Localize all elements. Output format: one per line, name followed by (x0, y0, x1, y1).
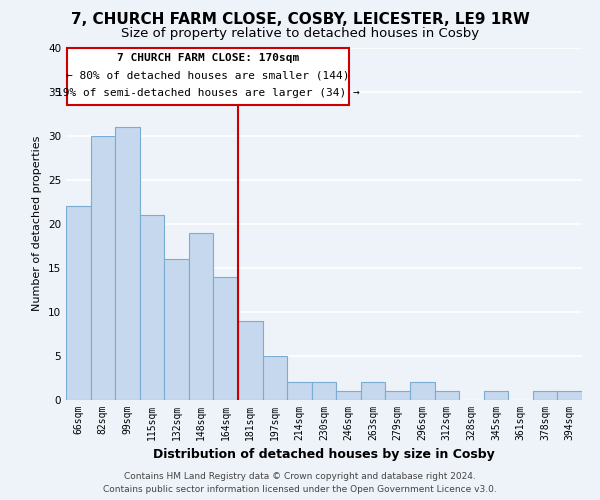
Bar (336, 391, 361, 400)
Text: ← 80% of detached houses are smaller (144): ← 80% of detached houses are smaller (14… (66, 70, 350, 81)
Text: Contains HM Land Registry data © Crown copyright and database right 2024.
Contai: Contains HM Land Registry data © Crown c… (103, 472, 497, 494)
Bar (164, 259, 189, 400)
Text: 19% of semi-detached houses are larger (34) →: 19% of semi-detached houses are larger (… (56, 88, 360, 99)
X-axis label: Distribution of detached houses by size in Cosby: Distribution of detached houses by size … (153, 448, 495, 462)
Bar (66, 206, 91, 400)
FancyBboxPatch shape (67, 48, 349, 105)
Text: Size of property relative to detached houses in Cosby: Size of property relative to detached ho… (121, 28, 479, 40)
Bar (557, 391, 582, 400)
Bar (484, 391, 508, 400)
Bar (410, 382, 434, 400)
Bar (385, 391, 410, 400)
Bar (434, 391, 459, 400)
Bar (115, 127, 140, 400)
Y-axis label: Number of detached properties: Number of detached properties (32, 136, 43, 312)
Bar (263, 356, 287, 400)
Text: 7 CHURCH FARM CLOSE: 170sqm: 7 CHURCH FARM CLOSE: 170sqm (117, 53, 299, 63)
Bar (189, 232, 214, 400)
Bar (214, 276, 238, 400)
Bar (238, 320, 263, 400)
Bar (140, 215, 164, 400)
Text: 7, CHURCH FARM CLOSE, COSBY, LEICESTER, LE9 1RW: 7, CHURCH FARM CLOSE, COSBY, LEICESTER, … (71, 12, 529, 28)
Bar (533, 391, 557, 400)
Bar (287, 382, 312, 400)
Bar (312, 382, 336, 400)
Bar (361, 382, 385, 400)
Bar (91, 136, 115, 400)
